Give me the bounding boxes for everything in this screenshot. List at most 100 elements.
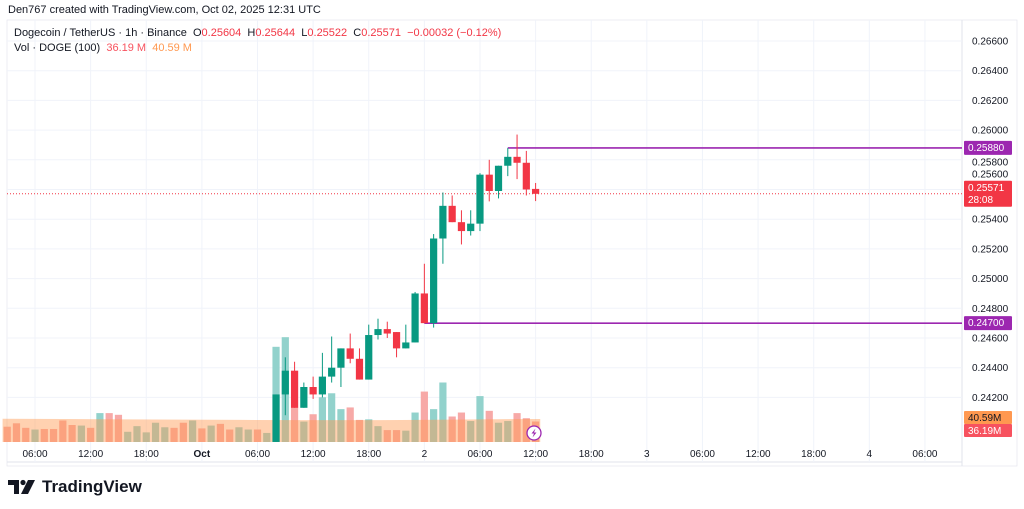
candle-up	[300, 387, 308, 408]
volume-bar-down	[216, 423, 225, 442]
volume-bar-down	[420, 391, 428, 442]
time-tick-label: 4	[867, 449, 873, 460]
price-tick-label: 0.25200	[972, 244, 1009, 255]
price-tick-label: 0.25000	[972, 274, 1009, 285]
lightning-icon[interactable]	[526, 425, 542, 441]
level-price-tag-text: 0.25880	[968, 143, 1005, 154]
volume-bar-up	[476, 396, 484, 442]
volume-bar-up	[365, 419, 373, 442]
candle-up	[281, 370, 289, 395]
candle-up	[439, 205, 447, 239]
level-price-tag-bg	[964, 316, 1012, 331]
current-price-tag-text: 28:08	[968, 195, 993, 206]
low-label: L	[301, 27, 308, 39]
volume-bar-down	[170, 427, 178, 442]
volume-bar-up	[337, 409, 345, 442]
volume-tag-bg	[964, 424, 1012, 437]
volume-bar-down	[383, 430, 391, 442]
volume-bar-down	[309, 414, 317, 442]
time-axis[interactable]: 06:00 12:00 18:00 Oct 06:00 12:00 18:00 2 06:00 1…	[23, 449, 938, 460]
volume-legend-row: Vol · DOGE (100) 36.19 M 40.59 M	[14, 41, 501, 56]
price-tick-label: 0.25600	[972, 169, 1009, 180]
volume-bar-down	[114, 414, 123, 442]
volume-bar-down	[355, 419, 364, 442]
candle-down	[522, 162, 530, 190]
volume-ma-area	[2, 418, 541, 442]
close-value: 0.25571	[361, 27, 401, 39]
chart-legend: Dogecoin / TetherUS · 1h · Binance O 0.25…	[14, 26, 501, 56]
chart-frame	[6, 19, 1018, 467]
volume-bar-up	[133, 426, 141, 442]
volume-bar-up	[189, 420, 197, 442]
price-tick-label: 0.26400	[972, 66, 1009, 77]
symbol-title[interactable]: Dogecoin / TetherUS · 1h · Binance	[14, 27, 187, 39]
volume-bar-up	[374, 426, 382, 442]
time-tick-label: 18:00	[356, 449, 381, 460]
open-label: O	[192, 27, 202, 39]
volume-bar-up	[430, 409, 438, 442]
time-tick-label: 12:00	[523, 449, 548, 460]
candle-up	[337, 348, 345, 368]
volume-bar-up	[161, 427, 169, 442]
volume-bar-down	[87, 427, 95, 442]
candle-down	[420, 293, 428, 324]
candle-down	[355, 358, 364, 380]
volume-bar-up	[142, 432, 150, 442]
tradingview-logo-icon	[8, 479, 35, 494]
time-tick-label: 06:00	[245, 449, 270, 460]
time-tick-label: 3	[644, 449, 650, 460]
tradingview-logo[interactable]: TradingView	[8, 477, 142, 497]
high-label: H	[247, 27, 256, 39]
volume-bar-up	[402, 430, 410, 442]
candle-up	[365, 335, 373, 380]
volume-bar-up	[504, 421, 512, 442]
volume-bar-up	[300, 421, 308, 442]
volume-bar-up	[207, 425, 215, 442]
high-value: 0.25644	[255, 27, 296, 39]
candle-down	[448, 205, 456, 223]
time-tick-label: 12:00	[746, 449, 771, 460]
price-tick-label: 0.24600	[972, 334, 1009, 345]
volume-bar-up	[494, 422, 503, 442]
chart-credit: Den767 created with TradingView.com, Oct…	[8, 4, 321, 16]
price-tick-label: 0.24200	[972, 393, 1009, 404]
volume-bar-down	[513, 413, 521, 442]
price-axis[interactable]: 0.26600 0.26400 0.26200 0.26000 0.258000.256…	[972, 37, 1009, 404]
candle-down	[290, 370, 299, 408]
volume-bar-down	[290, 407, 299, 442]
volume-bar-up	[124, 431, 132, 442]
volume-bar-down	[179, 422, 187, 442]
candle-down	[309, 387, 317, 395]
volume-tag: 36.19M	[964, 424, 1012, 437]
horizontal-levels[interactable]	[424, 147, 962, 324]
price-tick-label: 0.25400	[972, 215, 1009, 226]
volume-bar-up	[151, 422, 160, 442]
candle-down	[457, 222, 466, 232]
volume-value: 36.19 M	[106, 42, 147, 54]
volume-ma-value: 40.59 M	[152, 42, 192, 54]
volume-bar-up	[31, 429, 39, 442]
time-tick-label: 12:00	[78, 449, 103, 460]
volume-bar-up	[263, 432, 271, 442]
candle-up	[402, 342, 410, 349]
volume-bar-down	[346, 407, 354, 442]
candle-up	[374, 329, 382, 336]
volume-bar-down	[3, 426, 11, 442]
volume-title[interactable]: Vol · DOGE (100)	[14, 42, 101, 54]
candle-up	[430, 238, 438, 324]
candle-up	[504, 156, 512, 166]
candle-up	[318, 376, 326, 395]
volume-tag-text: 36.19M	[968, 426, 1001, 437]
volume-bar-up	[439, 382, 447, 442]
time-tick-label: 06:00	[23, 449, 48, 460]
time-tick-label: 18:00	[801, 449, 826, 460]
candle-up	[328, 367, 336, 377]
volume-bar-down	[253, 429, 262, 442]
time-tick-label: 06:00	[467, 449, 492, 460]
candle-up	[272, 394, 280, 442]
low-value: 0.25522	[307, 27, 348, 39]
price-tick-label: 0.24800	[972, 304, 1009, 315]
